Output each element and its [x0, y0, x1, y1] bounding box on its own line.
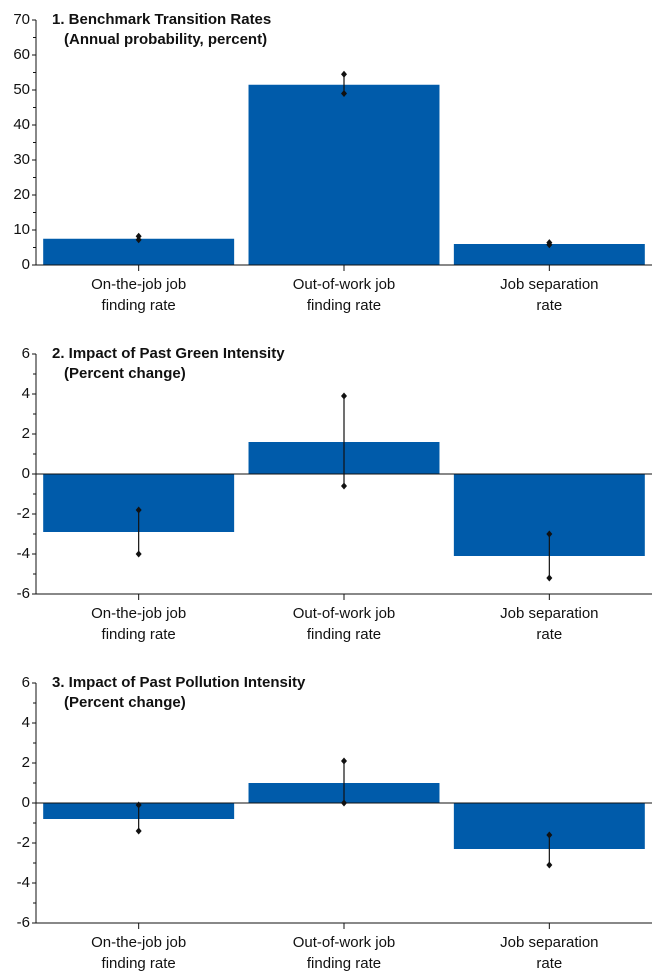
x-tick-label: On-the-job job finding rate [91, 276, 186, 314]
bar [453, 244, 645, 265]
chart-subtitle: (Annual probability, percent) [64, 31, 267, 48]
x-tick-label: On-the-job job finding rate [91, 934, 186, 972]
error-cap [546, 530, 553, 538]
y-tick-label: 6 [22, 674, 30, 691]
chart-title: 2. Impact of Past Green Intensity [52, 345, 285, 362]
error-cap [135, 801, 142, 809]
y-tick-label: 50 [13, 81, 30, 98]
bar [248, 84, 440, 265]
y-tick-label: -2 [17, 505, 30, 522]
y-tick-label: 10 [13, 221, 30, 238]
x-tick-label: Job separation rate [500, 605, 598, 643]
y-tick-label: 0 [22, 794, 30, 811]
y-tick-label: -2 [17, 834, 30, 851]
chart-subtitle: (Percent change) [64, 365, 186, 382]
error-cap [341, 799, 347, 807]
error-cap [135, 827, 142, 835]
chart-subtitle: (Percent change) [64, 694, 186, 711]
error-cap [341, 757, 347, 765]
y-tick-label: -6 [17, 914, 30, 931]
y-tick-label: 6 [22, 345, 30, 362]
y-tick-label: 0 [22, 465, 30, 482]
x-tick-label: On-the-job job finding rate [91, 605, 186, 643]
error-cap [135, 232, 142, 240]
error-cap [135, 506, 142, 514]
x-tick-label: Job separation rate [500, 276, 598, 314]
y-tick-label: 4 [22, 714, 30, 731]
error-cap [341, 392, 347, 400]
x-tick-label: Out-of-work job finding rate [293, 934, 396, 972]
x-tick-label: Out-of-work job finding rate [293, 605, 396, 643]
error-cap [341, 482, 347, 490]
error-cap [341, 90, 347, 97]
y-tick-label: 70 [13, 11, 30, 28]
error-cap [135, 550, 142, 558]
y-tick-label: 2 [22, 754, 30, 771]
x-tick-label: Out-of-work job finding rate [293, 276, 396, 314]
chart-title: 1. Benchmark Transition Rates [52, 11, 271, 28]
error-cap [546, 861, 553, 869]
y-tick-label: 60 [13, 46, 30, 63]
y-tick-label: -6 [17, 585, 30, 602]
y-tick-label: 4 [22, 385, 30, 402]
y-tick-label: 0 [22, 256, 30, 273]
error-cap [341, 70, 347, 78]
y-tick-label: -4 [17, 874, 30, 891]
y-tick-label: 2 [22, 425, 30, 442]
y-tick-label: 20 [13, 186, 30, 203]
y-tick-label: 40 [13, 116, 30, 133]
chart-title: 3. Impact of Past Pollution Intensity [52, 674, 306, 691]
error-cap [546, 574, 553, 582]
error-cap [546, 831, 553, 839]
y-tick-label: -4 [17, 545, 30, 562]
x-tick-label: Job separation rate [500, 934, 598, 972]
error-cap [546, 239, 553, 247]
y-tick-label: 30 [13, 151, 30, 168]
